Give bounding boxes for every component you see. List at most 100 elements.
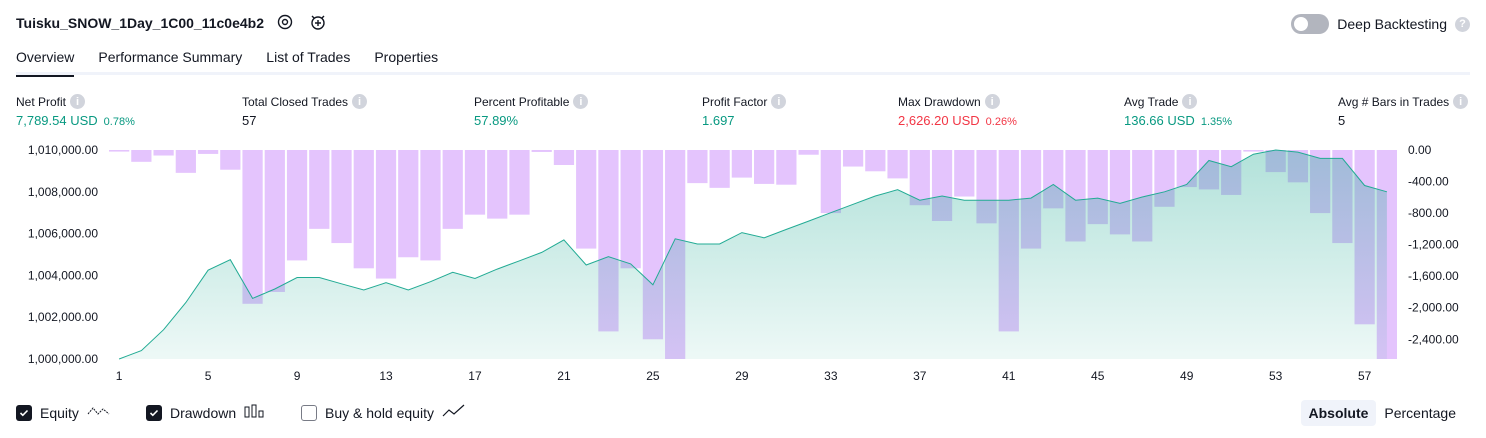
info-icon[interactable]: i [1453,94,1469,109]
checkbox-checked-icon[interactable] [16,404,32,421]
metric-percent: 0.78% [103,116,135,128]
metric-label: Avg # Bars in Trades [1338,94,1450,109]
right-axis-tick-label: -2,400.00 [1408,332,1459,346]
metric-net-profit: Net Profit i 7,789.54 USD 0.78% [16,94,135,128]
drawdown-bar [909,150,930,206]
tab-performance-summary[interactable]: Performance Summary [98,49,243,65]
metric-value: 1.697 [702,113,735,128]
tab-overview[interactable]: Overview [16,49,75,77]
tab-bar: Overview Performance Summary List of Tra… [16,49,438,77]
x-axis-tick-label: 1 [116,369,123,383]
info-icon[interactable]: i [573,94,589,109]
metric-percent-profitable: Percent Profitable i 57.89% [474,94,589,128]
drawdown-bar [175,150,196,173]
settings-icon[interactable] [276,13,294,31]
info-icon[interactable]: i [984,94,1000,109]
drawdown-bar [286,150,308,261]
checkbox-checked-icon[interactable] [146,404,162,421]
percentage-button[interactable]: Percentage [1384,405,1456,421]
info-icon[interactable]: i [1182,94,1198,109]
drawdown-bar [109,150,130,152]
metric-label: Percent Profitable [474,94,570,109]
equity-area [119,150,1387,359]
metric-value: 2,626.20 USD [898,113,980,128]
tab-list-of-trades[interactable]: List of Trades [266,49,351,65]
metric-value: 57 [242,113,257,128]
bar-chart-icon [244,404,266,421]
drawdown-bar [375,150,397,279]
legend-label: Drawdown [170,404,237,421]
equity-line-icon [87,404,111,421]
left-axis-tick-label: 1,010,000.00 [28,143,98,157]
x-axis-tick-label: 45 [1091,369,1105,383]
drawdown-bar [309,150,330,229]
metric-avg-trade: Avg Trade i 136.66 USD 1.35% [1124,94,1232,128]
right-axis-tick-label: -1,600.00 [1408,269,1459,283]
deep-backtesting-toggle[interactable] [1291,14,1330,34]
legend-equity[interactable]: Equity [16,404,111,421]
drawdown-bar [487,150,508,219]
legend-label: Buy & hold equity [325,404,434,421]
tab-properties[interactable]: Properties [374,49,439,65]
metric-avg-bars: Avg # Bars in Trades i 5 [1338,94,1469,128]
drawdown-bar [620,150,641,269]
absolute-button[interactable]: Absolute [1300,400,1377,426]
drawdown-bar [842,150,864,167]
legend-buy-hold[interactable]: Buy & hold equity [301,404,466,421]
drawdown-bar [131,150,152,162]
right-axis-tick-label: -400.00 [1408,175,1449,189]
x-axis-tick-label: 49 [1180,369,1194,383]
info-icon[interactable]: i [771,94,787,109]
metric-value: 7,789.54 USD [16,113,98,128]
x-axis-tick-label: 29 [735,369,749,383]
drawdown-bar [820,150,841,214]
drawdown-bar [776,150,797,185]
drawdown-bar [798,150,819,155]
drawdown-bar [865,150,886,172]
drawdown-bar [353,150,374,269]
drawdown-bar [709,150,730,188]
strategy-title: Tuisku_SNOW_1Day_1C00_11c0e4b2 [16,15,264,31]
drawdown-bar [509,150,530,215]
add-alert-icon[interactable] [309,13,327,31]
metric-percent: 1.35% [1200,116,1233,128]
drawdown-bar [420,150,441,261]
equity-line [118,149,1388,360]
drawdown-bar [398,150,419,258]
x-axis-tick-label: 37 [913,369,927,383]
drawdown-bar [153,150,174,156]
info-icon[interactable]: i [70,94,86,109]
drawdown-bar [553,150,575,165]
metric-label: Avg Trade [1124,94,1179,109]
metric-label: Profit Factor [702,94,768,109]
x-axis-tick-label: 57 [1358,369,1372,383]
deep-backtesting-label: Deep Backtesting [1337,16,1447,32]
help-icon[interactable]: ? [1455,16,1470,32]
metric-percent: 0.26% [985,116,1017,128]
right-axis-tick-label: -2,000.00 [1408,301,1459,315]
left-axis-tick-label: 1,008,000.00 [28,185,98,199]
drawdown-bar [1243,150,1264,152]
metric-label: Total Closed Trades [242,94,349,109]
drawdown-bar [754,150,775,184]
metric-value: 57.89% [474,113,519,128]
metric-max-drawdown: Max Drawdown i 2,626.20 USD 0.26% [898,94,1017,128]
right-axis-tick-label: 0.00 [1408,143,1432,157]
drawdown-bar [531,150,552,152]
trend-line-icon [442,404,466,421]
drawdown-bar [242,150,263,304]
equity-drawdown-chart[interactable]: 1,010,000.00 1,008,000.00 1,006,000.00 1,00… [0,140,1486,395]
checkbox-unchecked-icon[interactable] [301,404,317,421]
legend-label: Equity [40,404,79,421]
metric-profit-factor: Profit Factor i 1.697 [702,94,787,128]
drawdown-bar [197,150,219,154]
right-axis-tick-label: -800.00 [1408,206,1449,220]
info-icon[interactable]: i [352,94,368,109]
legend-drawdown[interactable]: Drawdown [146,404,266,421]
x-axis-tick-label: 25 [646,369,660,383]
drawdown-bar [731,150,752,178]
drawdown-bar [576,150,597,249]
x-axis-tick-label: 13 [379,369,393,383]
drawdown-bar [687,150,708,184]
x-axis-tick-label: 53 [1269,369,1283,383]
